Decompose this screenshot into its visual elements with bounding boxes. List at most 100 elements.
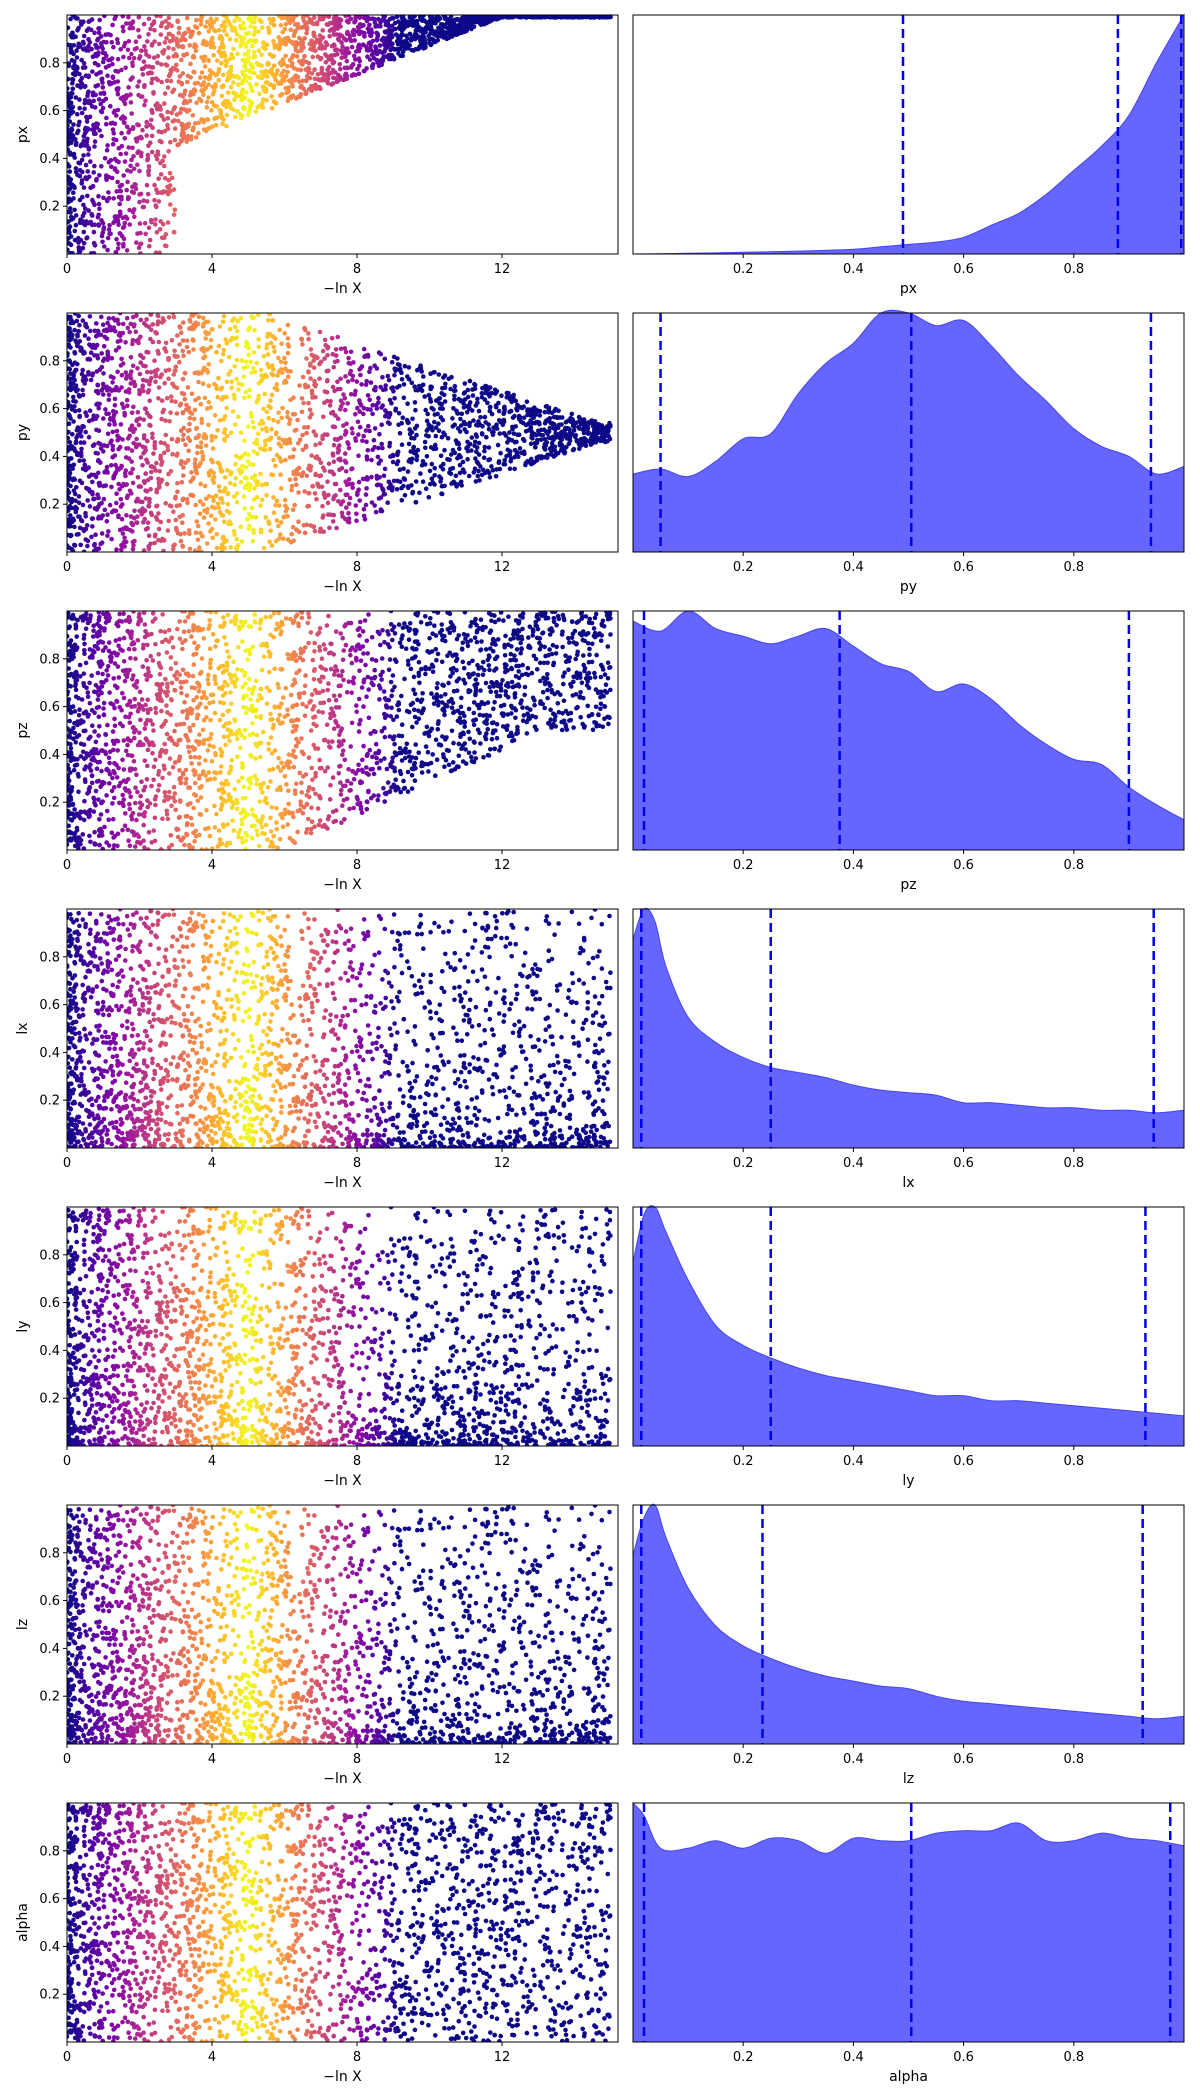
trace-point [418, 363, 423, 369]
trace-point [108, 374, 114, 379]
trace-point [165, 447, 171, 453]
trace-point [467, 378, 473, 384]
trace-point [301, 523, 307, 528]
trace-point [130, 63, 135, 69]
trace-point [79, 434, 84, 439]
trace-point [84, 523, 90, 528]
trace-point [292, 428, 298, 433]
trace-point [348, 38, 354, 44]
trace-point [264, 98, 269, 103]
trace-point [111, 44, 116, 50]
trace-point [217, 418, 223, 423]
trace-point [214, 350, 219, 355]
trace-point [204, 541, 210, 546]
trace-point [252, 70, 257, 76]
trace-point [106, 195, 112, 201]
trace-point [363, 44, 369, 49]
trace-point [95, 45, 101, 50]
trace-point [185, 385, 191, 390]
trace-point [392, 20, 398, 26]
trace-point [67, 114, 71, 119]
trace-point [75, 341, 80, 347]
trace-point [136, 27, 141, 33]
trace-point [395, 449, 401, 455]
trace-point [128, 376, 134, 381]
trace-point [149, 43, 155, 48]
trace-point [85, 136, 90, 142]
trace-point [351, 72, 356, 77]
trace-point [146, 32, 151, 37]
trace-point [400, 32, 406, 38]
trace-point [391, 55, 397, 61]
trace-point [128, 381, 134, 386]
trace-point [83, 162, 89, 168]
trace-point [158, 107, 163, 112]
trace-point [132, 182, 138, 187]
trace-point [179, 82, 185, 87]
trace-point [302, 489, 307, 494]
trace-point [199, 70, 205, 75]
trace-point [72, 313, 78, 316]
trace-point [85, 498, 90, 503]
trace-point [145, 152, 151, 158]
trace-point [146, 533, 152, 538]
trace-point [291, 33, 297, 38]
trace-point [282, 355, 287, 361]
trace-point [251, 49, 257, 55]
trace-point [405, 420, 411, 426]
trace-point [261, 353, 267, 359]
trace-point [462, 427, 468, 432]
trace-point [199, 55, 204, 60]
trace-point [91, 229, 97, 235]
trace-point [573, 15, 578, 19]
trace-point [532, 15, 538, 19]
trace-point [124, 187, 129, 193]
trace-point [383, 383, 389, 388]
trace-point [299, 84, 304, 89]
trace-point [215, 394, 220, 400]
trace-point [278, 459, 284, 464]
trace-point [81, 33, 87, 39]
trace-point [267, 331, 273, 337]
trace-point [136, 79, 142, 84]
trace-point [225, 468, 230, 473]
trace-point [107, 223, 112, 228]
trace-point [523, 422, 529, 428]
trace-point [104, 443, 110, 449]
trace-point [445, 436, 451, 441]
trace-point [387, 440, 393, 446]
trace-point [243, 359, 249, 365]
trace-point [234, 342, 240, 348]
trace-point [453, 481, 458, 487]
trace-point [218, 108, 223, 113]
trace-point [308, 41, 314, 47]
trace-point [271, 417, 276, 423]
trace-point [200, 502, 206, 507]
trace-point [209, 20, 215, 26]
trace-point [271, 38, 276, 44]
trace-point [235, 109, 240, 114]
trace-point [350, 62, 356, 67]
trace-point [136, 135, 141, 141]
trace-point [232, 494, 237, 499]
trace-point [258, 367, 264, 373]
trace-point [480, 15, 486, 21]
trace-point [358, 372, 363, 378]
trace-point [94, 72, 99, 77]
trace-point [72, 477, 77, 482]
trace-point [448, 471, 454, 477]
trace-point [317, 376, 322, 382]
trace-point [107, 81, 113, 87]
trace-point [449, 481, 454, 486]
trace-point [101, 392, 106, 397]
trace-point [229, 24, 234, 30]
trace-point [169, 110, 174, 116]
trace-point [99, 109, 105, 115]
trace-point [222, 438, 227, 443]
trace-point [274, 71, 279, 77]
trace-point [271, 22, 277, 28]
trace-point [73, 504, 78, 510]
trace-point [101, 225, 107, 230]
trace-point [462, 381, 468, 386]
trace-point [283, 53, 289, 59]
